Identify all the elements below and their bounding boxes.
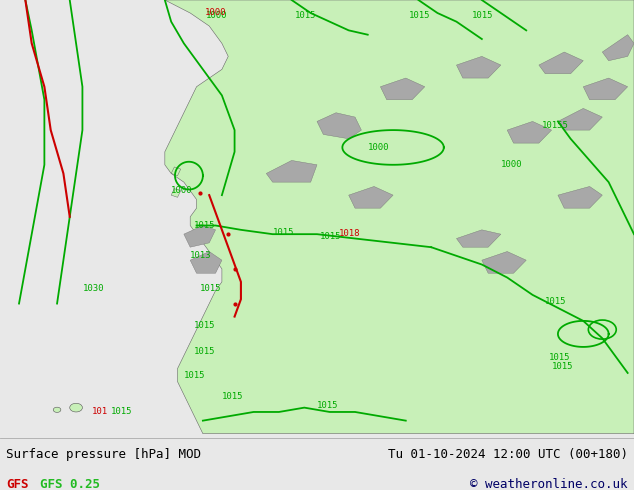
Text: 1015: 1015 bbox=[472, 11, 494, 20]
Polygon shape bbox=[482, 251, 526, 273]
Polygon shape bbox=[171, 189, 181, 197]
Text: 1015: 1015 bbox=[317, 401, 339, 410]
Polygon shape bbox=[171, 167, 181, 175]
Text: © weatheronline.co.uk: © weatheronline.co.uk bbox=[470, 478, 628, 490]
Text: 1015: 1015 bbox=[320, 232, 342, 241]
Text: 1018: 1018 bbox=[339, 229, 361, 238]
Text: 1015: 1015 bbox=[548, 353, 570, 362]
Polygon shape bbox=[602, 35, 634, 61]
Text: 1015: 1015 bbox=[545, 297, 567, 306]
Polygon shape bbox=[165, 0, 634, 434]
Polygon shape bbox=[190, 251, 222, 273]
Text: 1000: 1000 bbox=[206, 11, 228, 20]
Polygon shape bbox=[266, 160, 317, 182]
Circle shape bbox=[53, 407, 61, 413]
Polygon shape bbox=[583, 78, 628, 100]
Polygon shape bbox=[317, 113, 361, 139]
Polygon shape bbox=[539, 52, 583, 74]
Text: GFS: GFS bbox=[6, 478, 29, 490]
Polygon shape bbox=[507, 122, 552, 143]
Text: 1015: 1015 bbox=[200, 284, 221, 293]
Text: 101: 101 bbox=[92, 407, 108, 416]
Text: 1000: 1000 bbox=[501, 160, 522, 169]
Text: 1015: 1015 bbox=[111, 407, 133, 416]
Text: 1015: 1015 bbox=[193, 321, 215, 330]
Text: 1015: 1015 bbox=[273, 227, 294, 237]
Polygon shape bbox=[184, 225, 216, 247]
Text: 1015: 1015 bbox=[295, 11, 316, 20]
Polygon shape bbox=[456, 230, 501, 247]
Text: 1013: 1013 bbox=[190, 251, 212, 260]
Text: 1000: 1000 bbox=[205, 8, 226, 17]
Text: 1015: 1015 bbox=[409, 11, 430, 20]
Text: 1030: 1030 bbox=[82, 284, 104, 293]
Text: 1000: 1000 bbox=[368, 143, 389, 152]
Polygon shape bbox=[558, 108, 602, 130]
Text: 1000: 1000 bbox=[171, 186, 193, 196]
Text: 1015: 1015 bbox=[193, 221, 215, 230]
Polygon shape bbox=[380, 78, 425, 100]
Text: Tu 01-10-2024 12:00 UTC (00+180): Tu 01-10-2024 12:00 UTC (00+180) bbox=[387, 448, 628, 461]
Text: 10155: 10155 bbox=[542, 121, 569, 130]
Text: GFS 0.25: GFS 0.25 bbox=[40, 478, 100, 490]
Polygon shape bbox=[349, 187, 393, 208]
Polygon shape bbox=[558, 187, 602, 208]
Polygon shape bbox=[456, 56, 501, 78]
Text: 1015: 1015 bbox=[552, 362, 573, 371]
Text: Surface pressure [hPa] MOD: Surface pressure [hPa] MOD bbox=[6, 448, 202, 461]
Text: 1015: 1015 bbox=[193, 347, 215, 356]
Text: 1015: 1015 bbox=[184, 370, 205, 380]
Circle shape bbox=[70, 403, 82, 412]
Text: 1015: 1015 bbox=[222, 392, 243, 401]
